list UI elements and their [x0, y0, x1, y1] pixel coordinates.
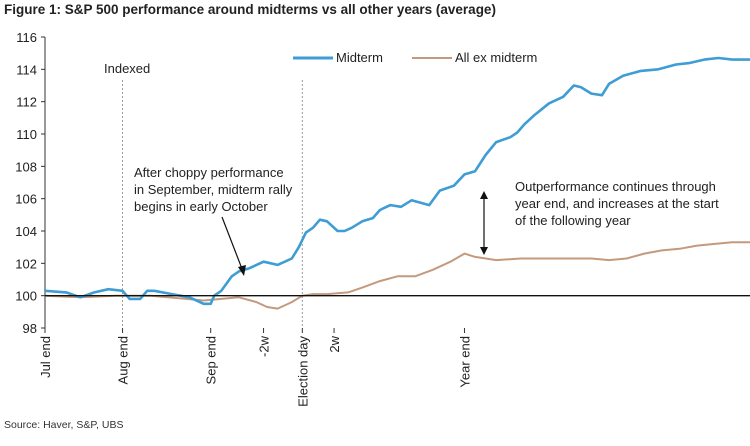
legend-midterm-label: Midterm [336, 50, 383, 65]
y-tick-label: 106 [15, 192, 37, 207]
y-tick-label: 108 [15, 159, 37, 174]
x-tick-label: Jul end [38, 336, 53, 378]
y-tick-labels: 98 100 102 104 106 108 110 112 114 116 [15, 30, 45, 336]
outperformance-annotation-line-2: year end, and increases at the start [515, 196, 719, 211]
choppy-arrow [221, 216, 245, 275]
source-note: Source: Haver, S&P, UBS [4, 419, 124, 431]
y-tick-label: 110 [16, 127, 37, 142]
y-tick-label: 100 [15, 289, 37, 304]
y-tick-label: 98 [23, 321, 37, 336]
y-tick-label: 104 [15, 224, 37, 239]
indexed-label: Indexed [104, 61, 150, 76]
x-tick-label: Year end [457, 336, 472, 388]
legend-all-ex-midterm-label: All ex midterm [455, 50, 537, 65]
x-tick-labels: Jul end Aug end Sep end -2w Election day 2w Ye… [38, 328, 472, 407]
x-tick-label: -2w [257, 335, 272, 357]
choppy-arrow-head [238, 265, 246, 276]
choppy-annotation-line-1: After choppy performance [134, 165, 284, 180]
gap-arrow-head-down [480, 247, 488, 255]
x-tick-label: 2w [327, 335, 342, 352]
outperformance-annotation-line-3: of the following year [515, 213, 631, 228]
choppy-annotation-line-2: in September, midterm rally [134, 182, 293, 197]
dashed-marker-lines [122, 80, 303, 328]
outperformance-annotation-line-1: Outperformance continues through [515, 179, 716, 194]
series-line-all-ex-midterm [44, 241, 750, 310]
x-tick-label: Aug end [116, 336, 131, 384]
y-tick-label: 116 [16, 30, 37, 45]
y-tick-label: 102 [15, 256, 37, 271]
figure-title: Figure 1: S&P 500 performance around mid… [4, 2, 496, 17]
choppy-annotation-line-3: begins in early October [134, 199, 268, 214]
y-tick-label: 112 [16, 95, 37, 110]
x-tick-label: Election day [295, 336, 310, 407]
gap-arrow-head-up [480, 191, 488, 199]
y-tick-label: 114 [16, 62, 37, 77]
legend: Midterm All ex midterm [293, 50, 537, 65]
x-tick-label: Sep end [204, 336, 219, 384]
